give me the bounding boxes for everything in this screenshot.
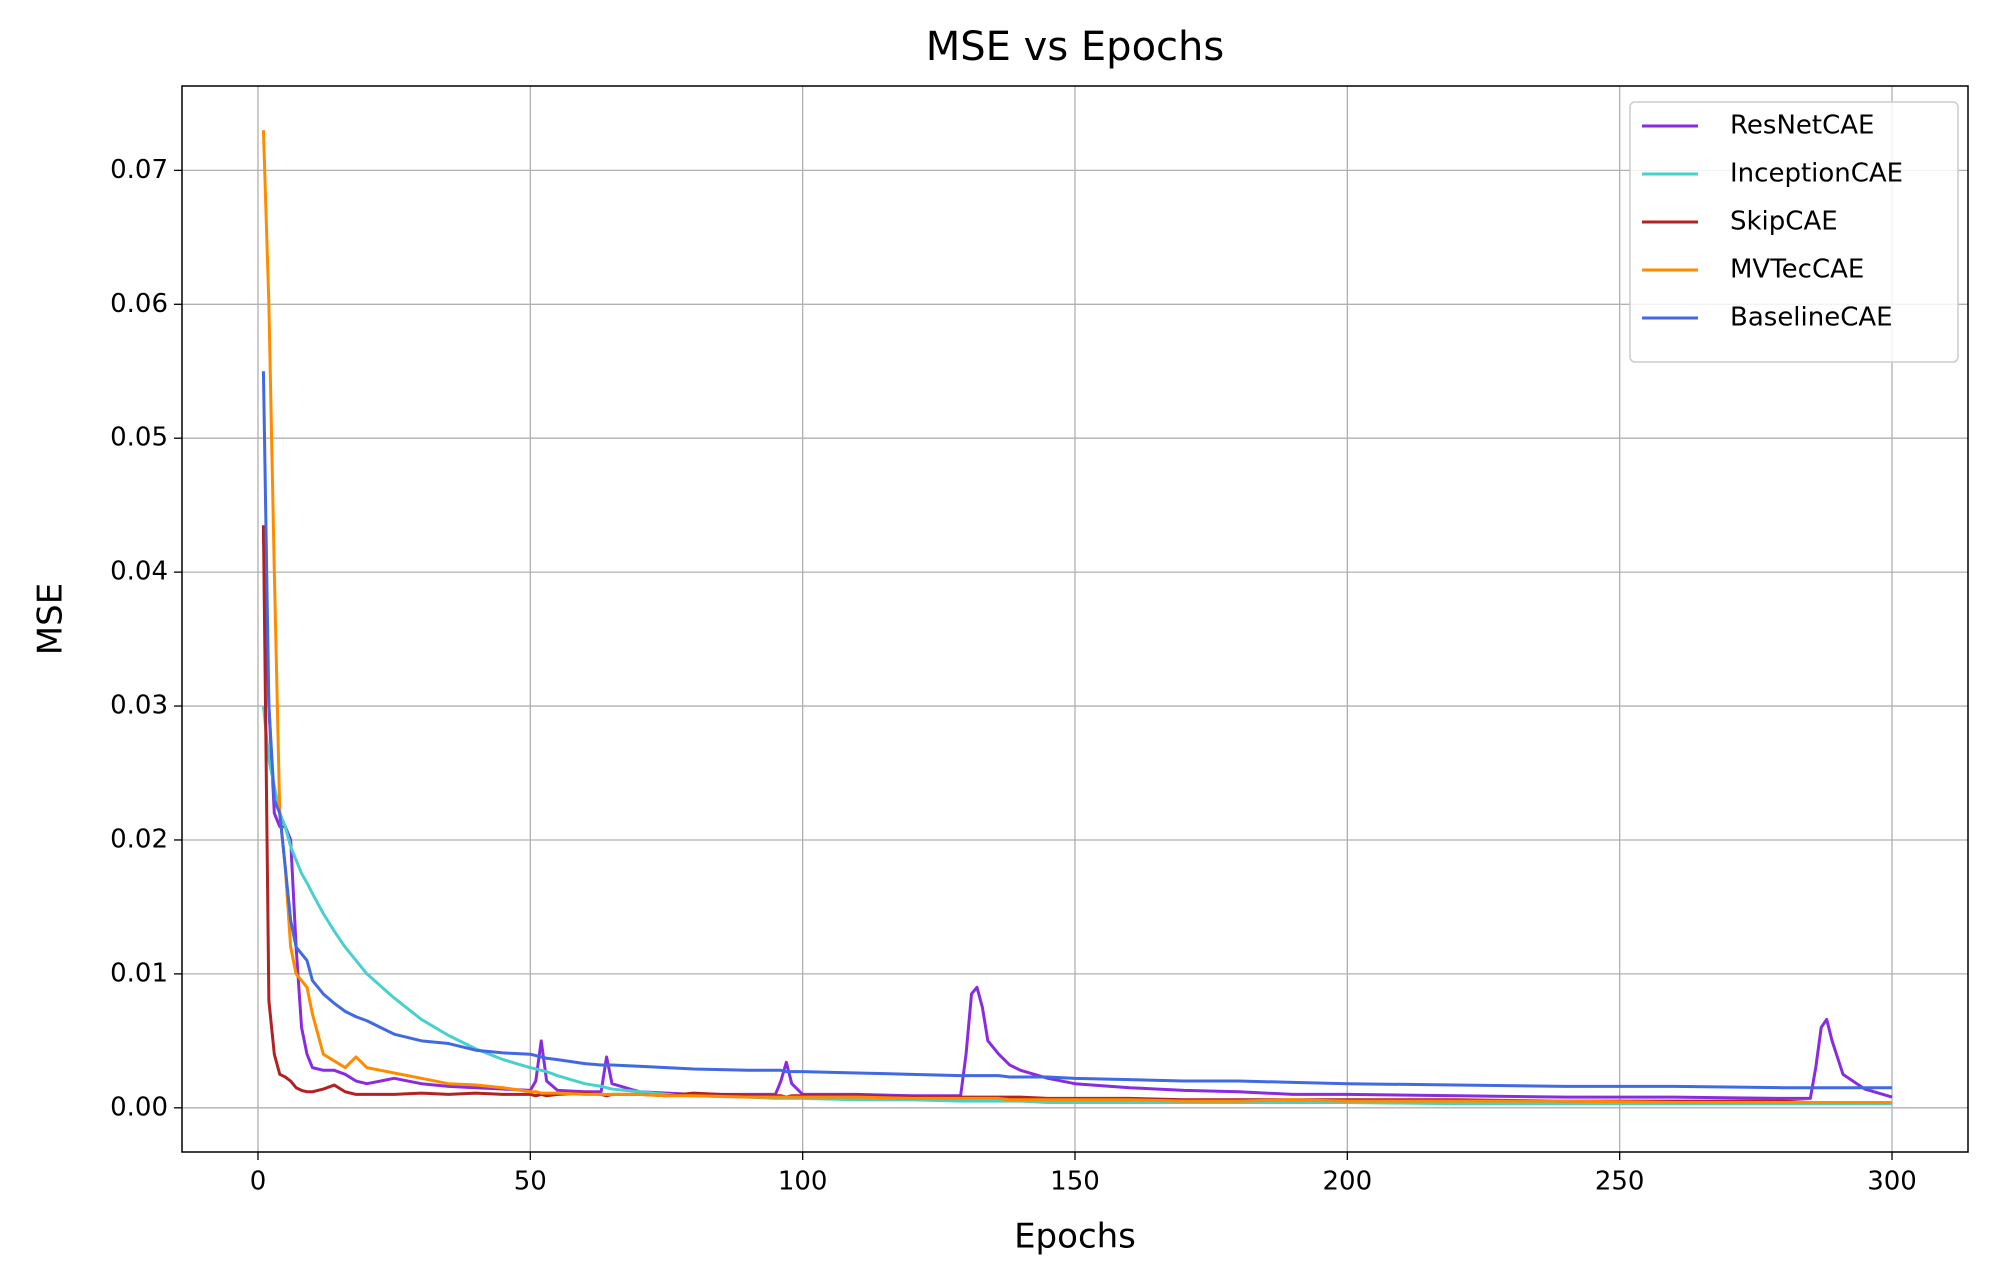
y-axis-label: MSE <box>31 583 71 655</box>
legend-label: SkipCAE <box>1730 207 1838 237</box>
y-tick-label: 0.00 <box>110 1092 168 1122</box>
series-line <box>261 531 1893 1100</box>
series-line <box>261 705 1893 1106</box>
y-tick-label: 0.03 <box>110 691 168 721</box>
legend-box <box>1629 101 1959 363</box>
series-line <box>261 130 1893 1104</box>
x-tick-label: 0 <box>250 1167 267 1197</box>
series-line <box>261 525 1893 1104</box>
x-tick-label: 50 <box>514 1167 547 1197</box>
legend-label: ResNetCAE <box>1730 111 1874 141</box>
x-tick-label: 300 <box>1867 1167 1917 1197</box>
series-line <box>261 371 1893 1090</box>
chart-title: MSE vs Epochs <box>926 24 1224 70</box>
y-tick-label: 0.04 <box>110 557 168 587</box>
x-tick-label: 250 <box>1595 1167 1645 1197</box>
y-tick-label: 0.02 <box>110 824 168 854</box>
y-tick-label: 0.07 <box>110 155 168 185</box>
legend-label: MVTecCAE <box>1730 255 1864 285</box>
x-axis-label: Epochs <box>1014 1217 1136 1257</box>
plot-frame <box>181 85 1969 1153</box>
x-tick-label: 150 <box>1050 1167 1100 1197</box>
y-tick-label: 0.05 <box>110 423 168 453</box>
y-tick-label: 0.06 <box>110 289 168 319</box>
x-tick-label: 100 <box>778 1167 828 1197</box>
legend-label: InceptionCAE <box>1730 159 1903 189</box>
plot-lines <box>261 130 1893 1106</box>
y-tick-label: 0.01 <box>110 958 168 988</box>
legend-label: BaselineCAE <box>1730 303 1893 333</box>
x-tick-label: 200 <box>1323 1167 1373 1197</box>
